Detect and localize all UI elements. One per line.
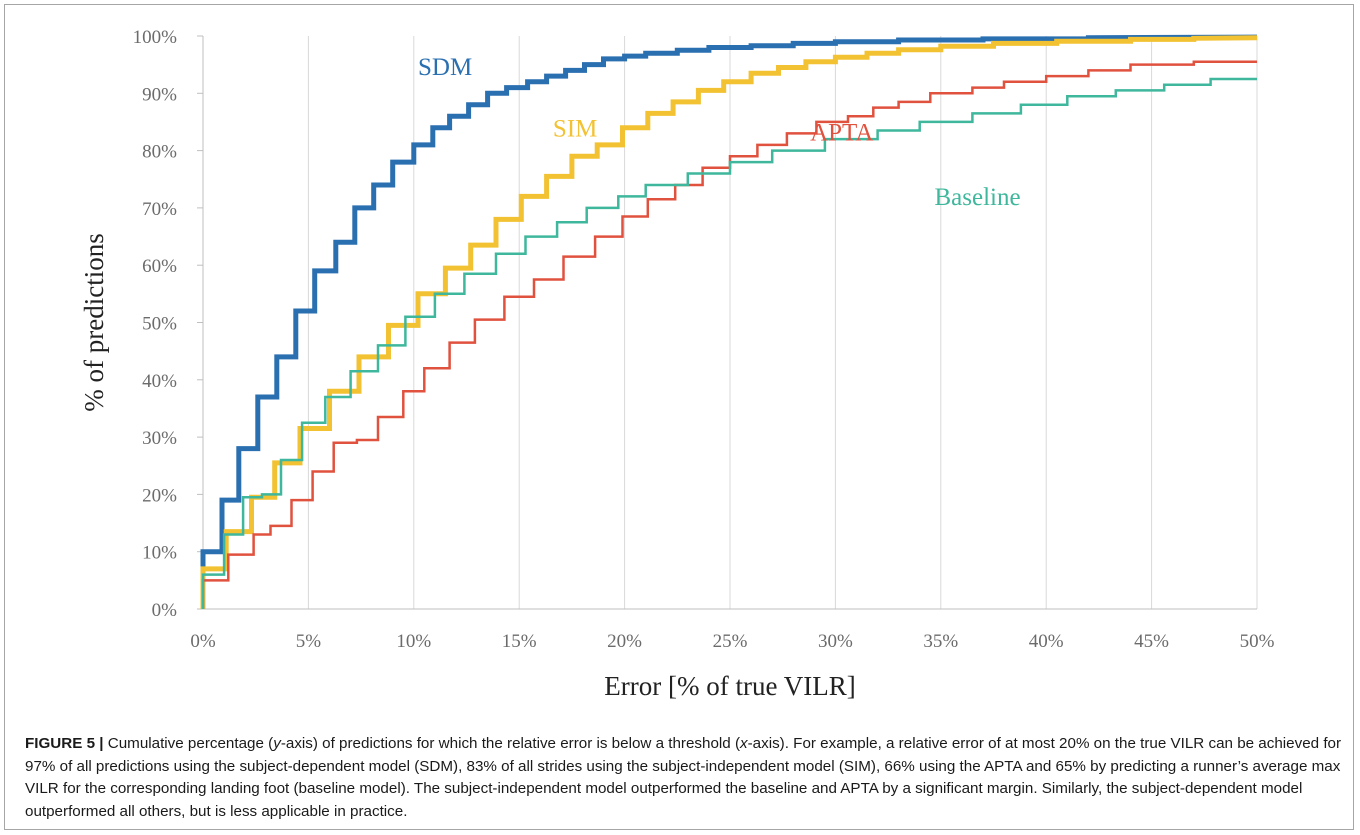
- y-tick-label: 20%: [142, 485, 177, 506]
- y-tick-label: 30%: [142, 428, 177, 449]
- series-layer: [200, 34, 1258, 609]
- caption-axis-x: x: [740, 735, 748, 752]
- x-tick-label: 15%: [502, 631, 537, 652]
- caption-text-2: -axis) of predictions for which the rela…: [280, 735, 741, 752]
- caption-text-1: Cumulative percentage (: [107, 735, 274, 752]
- y-tick-label: 0%: [152, 600, 178, 621]
- x-tick-label: 20%: [607, 631, 642, 652]
- series-label-sdm: SDM: [418, 54, 472, 81]
- series-line-baseline: [201, 77, 1257, 609]
- y-tick-label: 70%: [142, 199, 177, 220]
- x-tick-label: 0%: [190, 631, 216, 652]
- x-tick-label: 45%: [1134, 631, 1169, 652]
- cumulative-error-chart: 0% 5% 10% 15% 20% 25% 30% 35% 40% 45% 50% 0% 10% 20% 3…: [79, 27, 1275, 701]
- x-tick-label: 40%: [1029, 631, 1064, 652]
- figure-caption: FIGURE 5 | Cumulative percentage (y-axis…: [25, 733, 1343, 823]
- series-label-baseline: Baseline: [934, 184, 1020, 211]
- series-line-apta: [201, 60, 1257, 609]
- figure-frame: 0% 5% 10% 15% 20% 25% 30% 35% 40% 45% 50% 0% 10% 20% 3…: [4, 4, 1354, 830]
- y-tick-label: 10%: [142, 543, 177, 564]
- series-line-sim: [200, 35, 1258, 609]
- x-tick-label: 5%: [296, 631, 322, 652]
- x-tick-label: 35%: [923, 631, 958, 652]
- x-tick-label: 10%: [396, 631, 431, 652]
- axis-layer: 0% 5% 10% 15% 20% 25% 30% 35% 40% 45% 50% 0% 10% 20% 3…: [133, 27, 1275, 652]
- caption-axis-y: y: [273, 735, 281, 752]
- caption-text-3: -axis). For example, a relative error of…: [25, 735, 1342, 820]
- x-tick-label: 30%: [818, 631, 853, 652]
- y-tick-label: 40%: [142, 371, 177, 392]
- y-tick-label: 100%: [133, 27, 178, 48]
- series-label-sim: SIM: [553, 115, 597, 142]
- y-axis-title: % of predictions: [79, 233, 109, 411]
- label-layer: SDM SIM APTA Baseline: [418, 54, 1021, 211]
- x-tick-label: 25%: [713, 631, 748, 652]
- y-tick-label: 50%: [142, 314, 177, 335]
- y-tick-label: 90%: [142, 84, 177, 105]
- series-label-apta: APTA: [810, 119, 873, 146]
- figure-label: FIGURE 5 |: [25, 735, 104, 752]
- series-line-sdm: [200, 34, 1258, 609]
- y-tick-label: 60%: [142, 256, 177, 277]
- y-tick-label: 80%: [142, 142, 177, 163]
- x-axis-title: Error [% of true VILR]: [604, 671, 855, 701]
- x-tick-label: 50%: [1240, 631, 1275, 652]
